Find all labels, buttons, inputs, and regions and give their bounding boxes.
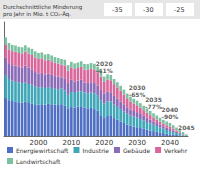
svg-text:-77%: -77% — [145, 103, 162, 110]
svg-text:2000: 2000 — [30, 139, 48, 147]
svg-text:2020: 2020 — [96, 60, 113, 67]
svg-text:-25: -25 — [174, 6, 185, 14]
svg-text:2040: 2040 — [162, 106, 179, 113]
svg-text:Gebäude: Gebäude — [123, 147, 150, 154]
svg-text:2035: 2035 — [145, 96, 162, 103]
svg-text:-30: -30 — [143, 6, 154, 14]
svg-text:Energiewirtschaft: Energiewirtschaft — [16, 147, 69, 155]
svg-text:2010: 2010 — [62, 139, 80, 147]
svg-text:-90%: -90% — [161, 113, 178, 120]
svg-text:-35: -35 — [112, 6, 123, 14]
svg-text:2040: 2040 — [161, 139, 179, 147]
svg-text:Industrie: Industrie — [82, 147, 109, 154]
svg-text:-65%: -65% — [129, 91, 146, 98]
svg-text:2045: 2045 — [178, 124, 195, 131]
svg-text:Durchschnittliche Minderung: Durchschnittliche Minderung — [3, 4, 82, 11]
svg-text:pro Jahr in Mio. t CO₂-Äq.: pro Jahr in Mio. t CO₂-Äq. — [3, 10, 71, 18]
svg-text:2030: 2030 — [128, 139, 146, 147]
svg-text:2020: 2020 — [95, 139, 113, 147]
svg-text:Verkehr: Verkehr — [164, 147, 188, 154]
svg-text:-41%: -41% — [96, 67, 113, 74]
svg-text:2030: 2030 — [129, 84, 146, 91]
svg-text:Landwirtschaft: Landwirtschaft — [16, 158, 61, 165]
